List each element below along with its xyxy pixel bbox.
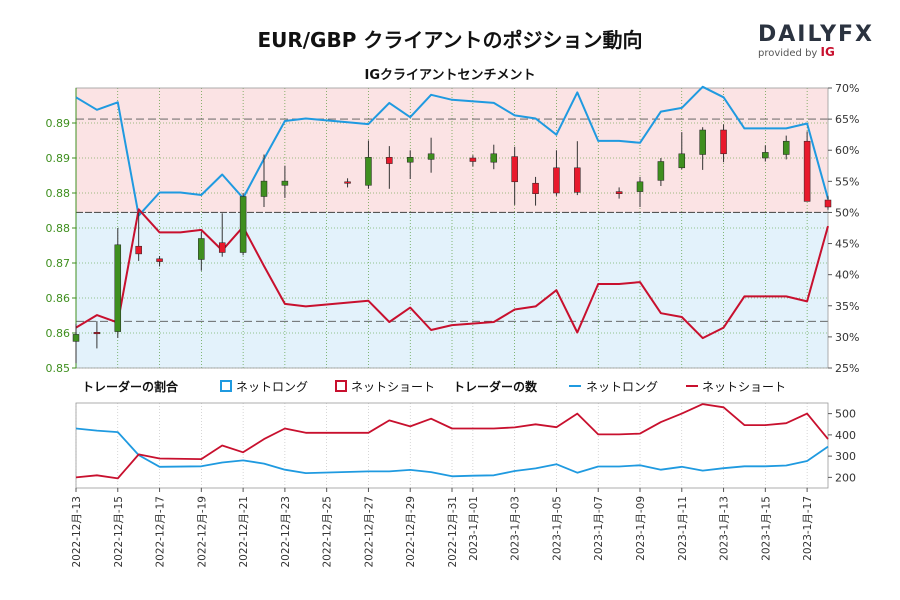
x-tick-label: 2022-12月-21 [238, 496, 250, 568]
legend-ratio-short-swatch [335, 380, 347, 392]
pct-tick-label: 70% [835, 82, 859, 95]
x-tick-label: 2023-1月-17 [802, 496, 814, 561]
x-tick-label: 2022-12月-23 [280, 496, 292, 568]
pct-tick-label: 65% [835, 113, 859, 126]
x-tick-label: 2023-1月-09 [635, 496, 647, 561]
x-tick-label: 2023-1月-15 [760, 496, 772, 561]
dailyfx-logo-text: DAILYFX [758, 22, 874, 47]
candle-bull [699, 129, 706, 155]
candle-bull [636, 181, 644, 192]
price-tick-label: 0.87 [46, 257, 71, 270]
x-axis: 2022-12月-13 2022-12月-15 2022-12月-17 2022-12… [71, 488, 814, 568]
logo-provided-by: provided by IG [758, 45, 868, 59]
price-sentiment-chart: 0.85 0.86 0.86 0.87 0.88 0.88 0.89 0.89 25% 30% 35… [46, 82, 860, 375]
candle-bear [532, 182, 539, 194]
price-tick-label: 0.88 [46, 222, 71, 235]
candle-bull [406, 157, 414, 163]
x-tick-label: 2022-12月-17 [155, 496, 167, 568]
pct-tick-label: 45% [835, 238, 859, 251]
trader-count-chart: 200 300 400 500 [75, 402, 856, 489]
candle-bear [574, 167, 581, 193]
legend-ratio-title: トレーダーの割合 [82, 379, 179, 394]
count-tick-label: 500 [835, 408, 856, 421]
x-tick-label: 2022-12月-31 [447, 496, 459, 568]
count-tick-label: 200 [835, 471, 856, 484]
pct-tick-label: 55% [835, 175, 859, 188]
x-tick-label: 2023-1月-01 [468, 496, 480, 561]
candle-bear [803, 140, 811, 202]
candle-bear [553, 167, 560, 194]
pct-tick-label: 50% [835, 206, 859, 219]
candle-bear [344, 181, 351, 184]
candle-bull [782, 140, 790, 155]
candle-bear [218, 242, 226, 253]
candle-bull [657, 161, 665, 181]
legend-ratio-short-label: ネットショート [351, 380, 435, 394]
legend-count-long-label: ネットロング [586, 380, 658, 394]
candle-bull [365, 157, 372, 186]
price-tick-label: 0.86 [46, 327, 71, 340]
x-tick-label: 2022-12月-29 [405, 496, 417, 568]
price-tick-label: 0.86 [46, 292, 71, 305]
x-tick-label: 2023-1月-07 [593, 496, 605, 561]
candle-bear [824, 199, 832, 208]
candle-bear [93, 332, 101, 335]
candle-bull [762, 152, 769, 159]
logo-provided-text: provided by [758, 48, 818, 59]
price-tick-label: 0.89 [46, 117, 71, 130]
x-tick-label: 2022-12月-15 [113, 496, 125, 568]
dailyfx-logo: DAILYFX provided by IG [758, 22, 874, 59]
count-tick-label: 400 [835, 429, 856, 442]
pct-tick-label: 40% [835, 269, 859, 282]
candle-bull [427, 153, 435, 160]
legend-count-short-label: ネットショート [702, 380, 786, 394]
candle-bear [469, 157, 477, 162]
price-tick-label: 0.89 [46, 152, 71, 165]
candle-bull [281, 180, 289, 186]
chart-subtitle: IGクライアントセンチメント [364, 68, 536, 83]
candle-bull [239, 196, 247, 253]
legend-count-title: トレーダーの数 [453, 379, 538, 394]
x-tick-label: 2023-1月-05 [551, 496, 563, 561]
count-tick-label: 300 [835, 450, 856, 463]
candle-bull [198, 238, 205, 260]
net-short-pct-line [75, 208, 829, 340]
candle-bear [720, 129, 727, 155]
legend-ratio-long-label: ネットロング [236, 380, 308, 394]
x-tick-label: 2022-12月-25 [322, 496, 334, 568]
net-long-pct-line [75, 85, 829, 217]
net-long-count-line [75, 427, 829, 478]
candle-bear [156, 258, 163, 262]
net-short-count-line [75, 403, 829, 480]
price-tick-label: 0.85 [46, 362, 71, 375]
pct-tick-label: 35% [835, 300, 859, 313]
x-tick-label: 2022-12月-13 [71, 496, 83, 568]
candle-bear [386, 157, 393, 164]
candle-bull [114, 244, 122, 332]
candle-bull [490, 153, 498, 163]
chart-title: EUR/GBP クライアントのポジション動向 [257, 28, 643, 52]
candle-bear [615, 191, 623, 194]
candle-bear [511, 156, 518, 183]
x-tick-label: 2022-12月-19 [196, 496, 208, 568]
candle-bull [72, 334, 80, 342]
pct-tick-label: 60% [835, 144, 859, 157]
ig-brand-logo: IG [820, 45, 835, 59]
candle-bull [678, 153, 686, 169]
x-tick-label: 2023-1月-11 [677, 496, 689, 561]
pct-tick-label: 30% [835, 331, 859, 344]
x-tick-label: 2023-1月-13 [719, 496, 731, 561]
x-tick-label: 2023-1月-03 [510, 496, 522, 561]
legend: トレーダーの割合 ネットロング ネットショート トレーダーの数 ネットロング ネ… [82, 379, 786, 394]
candle-bear [135, 245, 142, 255]
pct-tick-label: 25% [835, 362, 859, 375]
legend-ratio-long-swatch [220, 380, 232, 392]
x-tick-label: 2022-12月-27 [363, 496, 375, 568]
candle-bull [260, 180, 268, 197]
price-tick-label: 0.88 [46, 187, 71, 200]
